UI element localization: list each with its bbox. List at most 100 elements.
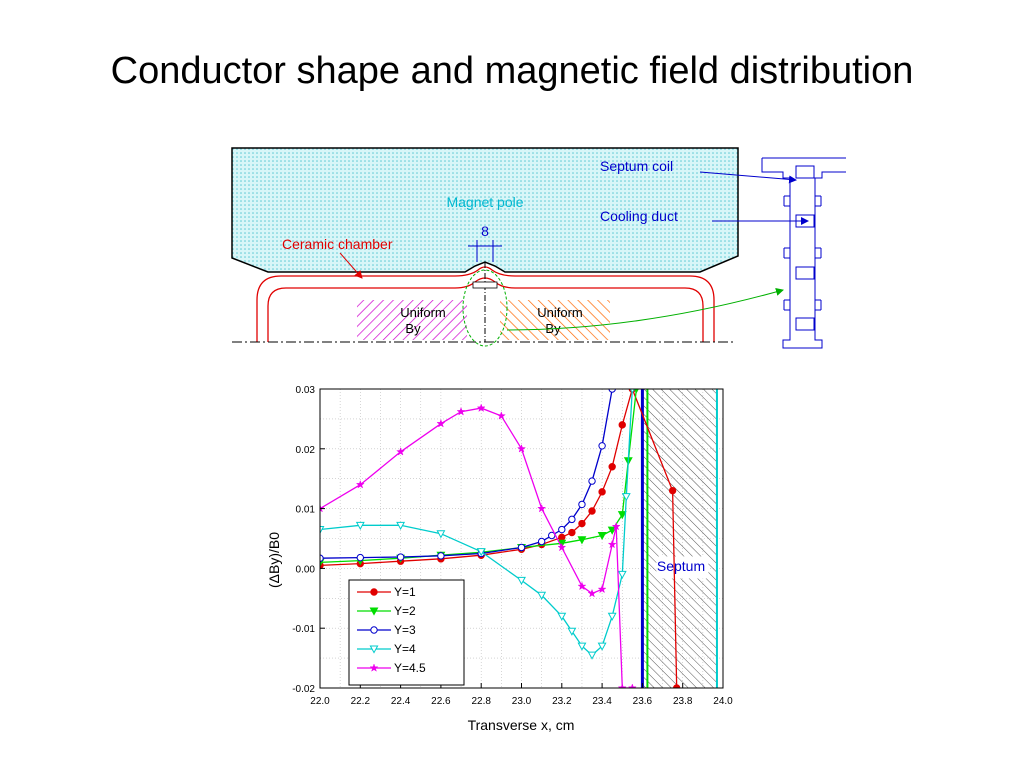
x-tick-label: 22.6 [431,696,451,707]
legend-item: Y=3 [357,623,416,637]
y-axis-label: (ΔBy)/B0 [266,532,282,588]
y-tick-label: 0.01 [296,505,316,516]
y-axis: -0.02 -0.01 0.00 0.01 0.02 0.03 [292,385,325,695]
data-point [436,530,446,539]
data-point [588,507,596,515]
magnet-pole-label: Magnet pole [446,194,523,210]
data-point [537,503,547,513]
data-point [668,486,677,495]
x-tick-label: 23.6 [633,696,653,707]
zoom-link-arrow [506,288,784,331]
data-point [320,554,324,562]
series-line [320,389,638,564]
ceramic-chamber-arrow [339,252,363,279]
x-tick-label: 22.4 [391,696,411,707]
y-tick-label: 0.00 [296,564,316,575]
x-tick-label: 22.8 [471,696,491,707]
legend-marker [370,588,378,596]
septum-label-bg [656,556,709,579]
septum-region [640,389,718,688]
slide-title: Conductor shape and magnetic field distr… [110,50,914,92]
y-tick-label: -0.02 [292,684,315,695]
data-point [587,588,597,598]
by-label-left: By [405,321,421,336]
data-point [558,525,566,534]
data-point [557,542,567,552]
data-point [496,411,506,420]
x-tick-label: 23.2 [552,696,572,707]
y-tick-label: 0.03 [296,385,316,396]
data-point [568,528,576,537]
data-point [621,493,631,502]
data-point [577,642,587,651]
zoom-ellipse [462,269,508,347]
legend-label: Y=4 [394,642,416,656]
data-point [476,548,486,557]
data-point [577,536,587,545]
legend-label: Y=1 [394,585,416,599]
data-point [436,418,446,428]
data-point [598,488,606,496]
x-tick-label: 24.0 [713,696,733,707]
series-line [320,389,613,559]
y-tick-label: 0.02 [296,445,316,456]
data-point [516,444,527,453]
data-point [437,552,445,560]
uniform-region-right [500,300,610,340]
data-point [608,463,616,471]
data-point [617,683,627,688]
data-point [456,406,466,416]
legend-label: Y=4.5 [394,661,426,675]
ceramic-chamber-label: Ceramic chamber [282,236,393,252]
data-point [598,442,606,450]
septum-coil-arrow [699,171,797,184]
data-point [476,403,486,413]
legend-marker [370,626,378,634]
data-point [587,651,597,660]
data-point [396,521,406,530]
x-tick-label: 22.2 [351,696,371,707]
data-point [577,581,587,591]
legend-item: Y=1 [357,585,416,599]
x-tick-label: 22.0 [310,696,330,707]
data-point [617,570,627,580]
x-axis-label: Transverse x, cm [468,717,575,733]
legend-marker [369,663,379,672]
conductor-diagram: Magnet pole Ceramic chamber 8 Uniform By… [231,147,846,349]
data-point [355,479,365,489]
x-tick-label: 23.8 [673,696,693,707]
data-point [567,627,577,636]
legend-marker [369,645,379,654]
data-point [588,477,596,485]
legend-marker [369,607,379,616]
data-point [597,584,607,594]
legend: Y=1 Y=2 Y=3 Y=4 Y=4.5 [348,579,465,686]
legend-item: Y=4.5 [357,661,426,675]
septum-slit-box [472,281,498,289]
data-point [611,521,621,531]
uniform-label-left: Uniform [400,305,446,320]
data-point [355,521,365,530]
data-point [517,576,526,586]
data-point [517,543,526,552]
data-point [617,511,627,520]
data-point [396,447,406,456]
cooling-duct-label: Cooling duct [600,208,678,224]
legend-label: Y=3 [394,623,416,637]
data-point [537,537,546,546]
y-tick-label: -0.01 [292,624,315,635]
data-point [618,421,626,429]
data-point [568,515,576,524]
legend-item: Y=2 [357,604,416,618]
uniform-region-left [357,300,467,340]
septum-coil-detail [761,157,846,349]
data-point [597,642,607,651]
data-point [396,553,405,561]
data-point [608,389,616,393]
series-Y=2 [320,389,639,568]
series-layer [320,389,681,688]
data-point [320,526,325,535]
series-Y=4 [320,389,635,660]
gap-width-label: 8 [481,223,489,239]
